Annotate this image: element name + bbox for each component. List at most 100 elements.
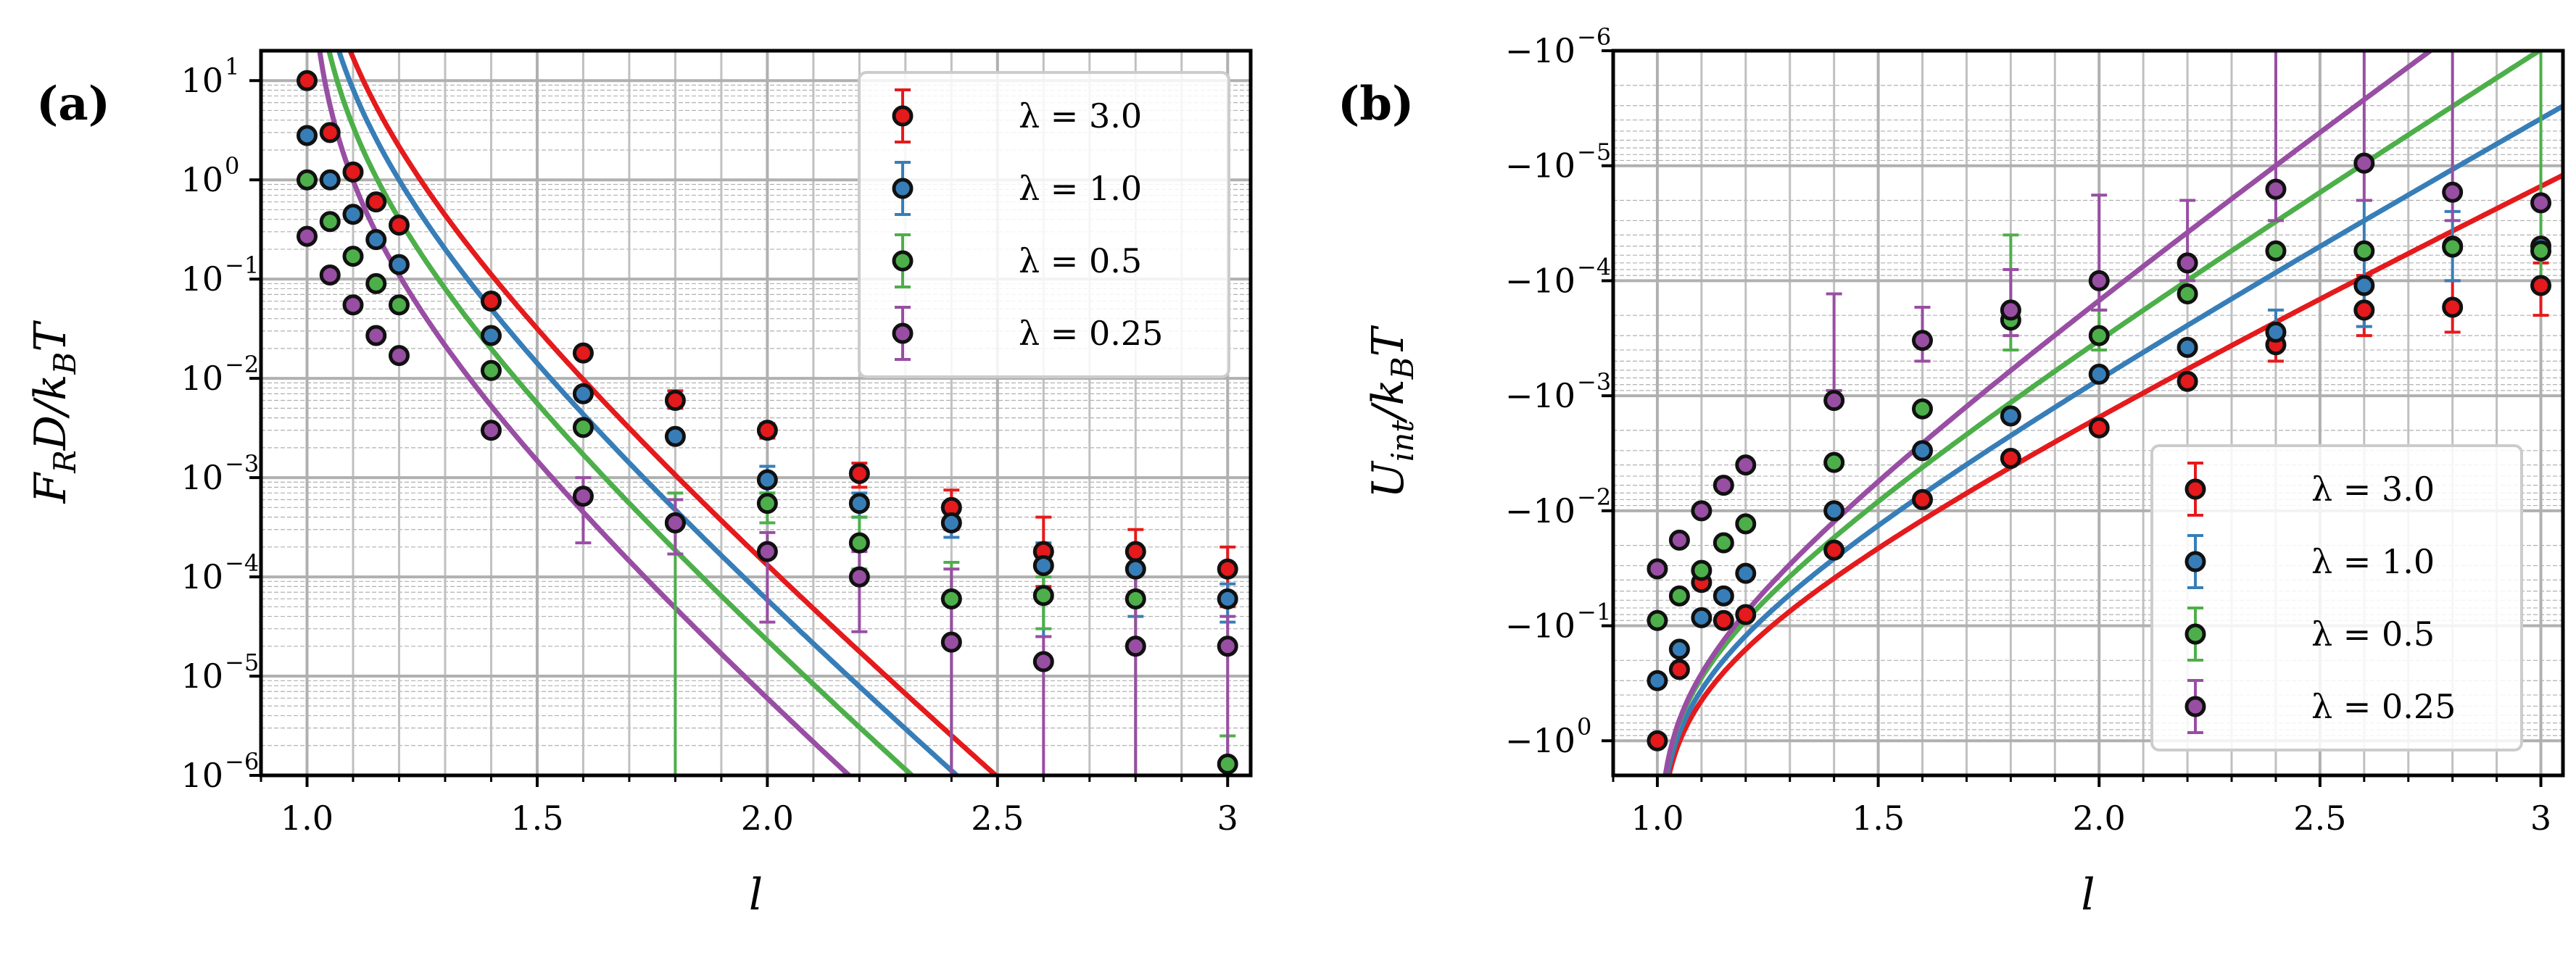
legend-label-1: λ = 3.0 (1019, 96, 1142, 136)
data-point-3 (2353, 240, 2375, 262)
legend-marker-4 (892, 322, 914, 344)
y-tick-exponent: −1 (1577, 599, 1611, 626)
fit-curve-4 (317, 51, 853, 775)
data-point-1 (319, 122, 341, 143)
data-point-4 (1691, 500, 1712, 522)
data-point-4 (1912, 330, 1934, 351)
data-point-2 (480, 325, 502, 346)
y-tick-exponent: −3 (225, 450, 259, 478)
x-tick-label: 2.0 (2073, 799, 2126, 838)
data-point-4 (480, 420, 502, 441)
fit-curve-3 (326, 51, 916, 775)
y-tick-exponent: −1 (225, 251, 259, 279)
data-point-4 (2000, 299, 2021, 321)
axes-frame (1611, 49, 2565, 778)
legend-label-3: λ = 0.5 (2311, 615, 2435, 654)
y-tick-label: 10 (181, 657, 223, 696)
x-tick-label: 2.0 (741, 799, 794, 838)
y-tick-exponent: −4 (1577, 253, 1611, 280)
panel-label: (a) (36, 77, 110, 131)
y-tick-label: −10 (1505, 31, 1575, 70)
data-point-2 (388, 254, 410, 275)
legend-marker-1 (892, 105, 914, 127)
y-axis-label-sub1: int (1385, 420, 1420, 462)
data-point-2 (1691, 607, 1712, 628)
data-point-3 (572, 417, 594, 438)
data-point-2 (365, 229, 387, 251)
legend-marker-2 (892, 178, 914, 199)
y-axis-label-main: U (1363, 460, 1414, 499)
x-tick-label: 2.5 (2293, 799, 2346, 838)
data-point-1 (388, 214, 410, 236)
data-point-3 (1712, 532, 1734, 554)
data-point-2 (848, 493, 870, 515)
y-tick-label: −10 (1505, 607, 1575, 646)
legend-label-4: λ = 0.25 (1019, 314, 1163, 353)
data-point-3 (296, 169, 318, 191)
data-point-3 (1032, 585, 1054, 607)
x-axis-label: l (2081, 870, 2095, 920)
axes-frame (259, 49, 1253, 778)
data-point-3 (2088, 325, 2110, 346)
y-axis-label-sub1: R (47, 450, 83, 474)
data-point-3 (319, 211, 341, 233)
data-point-4 (1032, 651, 1054, 672)
legend-label-2: λ = 1.0 (1019, 169, 1142, 208)
data-point-1 (1125, 541, 1146, 562)
data-point-3 (1125, 588, 1146, 609)
y-tick-label: −10 (1505, 261, 1575, 300)
data-point-4 (2265, 178, 2287, 200)
y-axis-label: Uint/kBT (1363, 325, 1420, 498)
data-point-1 (2442, 296, 2464, 318)
data-point-3 (388, 294, 410, 316)
data-point-4 (2177, 252, 2198, 274)
data-point-2 (1912, 440, 1934, 462)
data-point-4 (1712, 475, 1734, 496)
data-point-1 (1735, 604, 1757, 625)
data-point-3 (1647, 609, 1668, 631)
legend-label-4: λ = 0.25 (2311, 687, 2456, 726)
data-point-2 (664, 425, 686, 447)
data-point-1 (1912, 488, 1934, 510)
y-axis-label-sub2: B (47, 352, 83, 375)
y-tick-label: 10 (181, 458, 223, 497)
data-point-4 (1668, 529, 1690, 551)
data-point-2 (2265, 321, 2287, 343)
data-point-1 (1668, 659, 1690, 680)
y-tick-exponent: −3 (1577, 368, 1611, 396)
data-point-2 (940, 512, 962, 534)
plot-area (296, 51, 1238, 775)
data-point-1 (480, 291, 502, 312)
legend-label-2: λ = 1.0 (2311, 542, 2435, 581)
data-point-1 (756, 420, 778, 441)
y-tick-exponent: 1 (225, 53, 239, 80)
data-point-3 (2177, 283, 2198, 304)
data-point-1 (1712, 609, 1734, 631)
data-point-3 (940, 588, 962, 609)
data-point-4 (756, 541, 778, 562)
legend-label-3: λ = 0.5 (1019, 241, 1142, 280)
data-point-3 (1691, 559, 1712, 581)
y-axis-label-mid: D/k (25, 374, 76, 451)
data-point-3 (2265, 240, 2287, 262)
data-point-2 (2088, 363, 2110, 385)
x-tick-label: 1.0 (1631, 799, 1683, 838)
data-point-1 (2530, 275, 2552, 296)
data-point-1 (848, 462, 870, 484)
y-tick-exponent: −6 (225, 748, 259, 775)
data-point-4 (388, 345, 410, 367)
y-tick-label: 10 (181, 557, 223, 596)
data-point-1 (2177, 370, 2198, 392)
x-tick-label: 3 (2530, 799, 2551, 838)
data-point-2 (1668, 638, 1690, 660)
data-point-4 (1823, 390, 1845, 412)
data-point-3 (1735, 513, 1757, 535)
fit-curve-3 (1662, 51, 2544, 775)
data-point-2 (1735, 562, 1757, 584)
fit-curve-1 (347, 51, 1000, 775)
y-tick-label: −10 (1505, 376, 1575, 415)
y-tick-label: −10 (1505, 491, 1575, 530)
